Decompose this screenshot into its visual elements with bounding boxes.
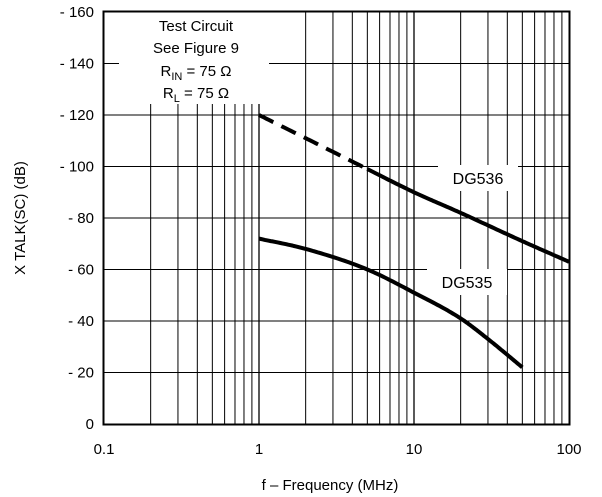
annotation-line-1: Test Circuit bbox=[159, 18, 234, 35]
rin-value: = 75 Ω bbox=[182, 63, 231, 80]
dg536-label-backdrop bbox=[438, 165, 518, 191]
series-label-dg535: DG535 bbox=[442, 275, 493, 292]
y-axis-title: X TALK(SC) (dB) bbox=[12, 161, 29, 275]
x-tick-label: 0.1 bbox=[94, 441, 115, 458]
annotation-line-2: See Figure 9 bbox=[153, 40, 239, 57]
y-tick-label: - 120 bbox=[60, 107, 94, 124]
annotation-rl: RL = 75 Ω bbox=[163, 85, 229, 105]
y-tick-label: - 140 bbox=[60, 56, 94, 73]
rin-subscript: IN bbox=[171, 71, 182, 83]
rl-subscript: L bbox=[174, 93, 180, 105]
series-line-dg536-dashed bbox=[258, 113, 369, 171]
series-label-dg536: DG536 bbox=[453, 171, 504, 188]
y-tick-label: - 60 bbox=[68, 262, 94, 279]
rl-value: = 75 Ω bbox=[180, 85, 229, 102]
annotation-rin: RIN = 75 Ω bbox=[160, 63, 231, 83]
y-tick-label: - 20 bbox=[68, 365, 94, 382]
plot-frame bbox=[102, 10, 571, 426]
y-tick-label: - 160 bbox=[60, 4, 94, 21]
series-layer bbox=[258, 113, 570, 369]
x-tick-label: 1 bbox=[255, 441, 263, 458]
rl-prefix: R bbox=[163, 85, 174, 102]
series-line-dg535 bbox=[258, 236, 524, 369]
annotation-backdrop bbox=[119, 10, 269, 104]
y-tick-label: - 80 bbox=[68, 210, 94, 227]
x-tick-label: 10 bbox=[406, 441, 423, 458]
tick-labels: 0 - 20 - 40 - 60 - 80 - 100 - 120 - 140 - 160 0.1… bbox=[60, 4, 582, 458]
x-axis-title: f – Frequency (MHz) bbox=[262, 477, 399, 494]
y-tick-label: 0 bbox=[86, 416, 94, 433]
y-tick-label: - 40 bbox=[68, 313, 94, 330]
series-line-dg536 bbox=[366, 167, 570, 264]
series-labels: DG536 DG535 bbox=[427, 165, 518, 295]
x-tick-label: 100 bbox=[556, 441, 581, 458]
annotation-box: Test Circuit See Figure 9 RIN = 75 Ω RL … bbox=[119, 10, 269, 105]
y-tick-label: - 100 bbox=[60, 159, 94, 176]
rin-prefix: R bbox=[160, 63, 171, 80]
dg535-label-backdrop bbox=[427, 269, 507, 295]
